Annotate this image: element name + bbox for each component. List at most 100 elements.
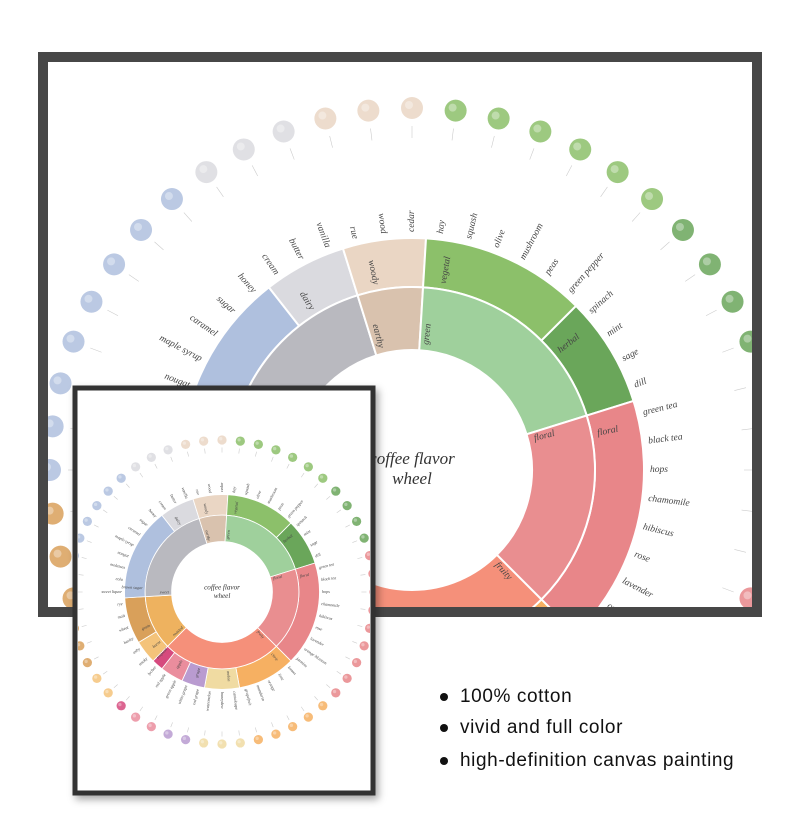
flavor-icon-shade xyxy=(361,103,370,112)
flavor-icon-shade xyxy=(764,507,772,515)
flavor-label: ashy xyxy=(132,646,141,655)
leader-line xyxy=(360,608,366,610)
flavor-icon-shade xyxy=(764,419,772,427)
group-label: apple xyxy=(175,659,184,670)
leader-line xyxy=(251,165,258,177)
flavor-label: black tea xyxy=(321,575,337,582)
flavor-icon xyxy=(318,473,328,483)
flavor-label: lime xyxy=(277,673,285,682)
flavor-label: mandarin xyxy=(256,684,266,701)
flavor-icon-shade xyxy=(361,642,365,647)
flavor-icon-shade xyxy=(237,739,241,744)
flavor-icon-shade xyxy=(703,669,711,677)
group-label: vegetal xyxy=(439,255,454,284)
flavor-icon-shade xyxy=(573,142,582,151)
leader-line xyxy=(452,800,453,812)
flavor-icon xyxy=(606,161,629,184)
leader-line xyxy=(128,274,139,282)
flavor-icon-shade xyxy=(533,801,541,809)
flavor-icon-shade xyxy=(107,257,116,266)
flavor-icon-shade xyxy=(277,801,285,809)
center xyxy=(171,541,273,643)
flavor-icon-shade xyxy=(53,549,62,558)
flavor-icon-shade xyxy=(48,506,54,515)
flavor-label: honeydew xyxy=(220,692,225,709)
flavor-icon xyxy=(48,459,61,481)
leader-line xyxy=(371,800,372,812)
flavor-icon xyxy=(303,462,313,472)
flavor-icon-shade xyxy=(702,257,711,266)
flavor-icon xyxy=(359,533,369,543)
leader-line xyxy=(336,509,342,514)
leader-line xyxy=(661,690,670,698)
leader-line xyxy=(139,472,144,478)
leader-line xyxy=(93,524,99,528)
leader-line xyxy=(113,684,118,689)
category-label: green xyxy=(421,323,433,346)
leader-line xyxy=(86,540,92,543)
group-label: brown sugar xyxy=(121,584,143,590)
flavor-label: white grape xyxy=(177,684,189,705)
leader-line xyxy=(314,483,319,488)
leader-line xyxy=(329,135,333,148)
leader-line xyxy=(139,706,144,712)
flavor-icon-shade xyxy=(199,165,208,174)
leader-line xyxy=(102,670,108,675)
flavor-label: cantaloupe xyxy=(232,691,239,710)
flavor-label: sugar xyxy=(139,517,150,527)
group-label: herbal xyxy=(282,532,294,543)
flavor-icon xyxy=(699,665,721,687)
flavor-icon xyxy=(180,735,191,745)
leader-line xyxy=(491,792,494,804)
flavor-icon-shade xyxy=(272,446,277,451)
flavor-icon-shade xyxy=(118,702,122,707)
leader-line xyxy=(491,135,495,148)
feature-text: high-definition canvas painting xyxy=(460,750,734,771)
flavor-icon xyxy=(78,533,85,543)
leader-line xyxy=(529,148,535,160)
group-label: woody xyxy=(203,503,210,515)
wheel-title: wheel xyxy=(214,592,231,600)
flavor-icon xyxy=(48,415,64,438)
flavor-icon xyxy=(78,552,79,559)
flavor-icon-shade xyxy=(105,689,109,694)
flavor-icon-shade xyxy=(366,625,370,629)
flavor-icon xyxy=(272,120,295,143)
flavor-label: lemon xyxy=(566,645,589,669)
bullet-dot xyxy=(440,693,448,701)
flavor-label: hay xyxy=(436,219,448,235)
leader-line xyxy=(741,509,752,512)
feature-text: 100% cotton xyxy=(460,686,572,707)
flavor-icon-shade xyxy=(272,731,277,735)
flavor-label: rye xyxy=(117,601,123,607)
leader-line xyxy=(632,719,640,728)
flavor-icon xyxy=(199,436,209,446)
flavor-icon-shade xyxy=(84,294,93,303)
bullet-dot xyxy=(440,724,448,732)
leader-line xyxy=(357,557,363,559)
leader-line xyxy=(741,428,752,431)
flavor-icon xyxy=(569,780,591,802)
category-label: green xyxy=(225,530,231,540)
flavor-icon-shade xyxy=(276,124,285,133)
flavor-icon xyxy=(232,138,255,161)
flavor-icon-shade xyxy=(743,334,752,343)
group-label: melon xyxy=(421,658,433,682)
group-label: melon xyxy=(226,671,232,682)
flavor-icon xyxy=(331,688,341,698)
flavor-icon xyxy=(698,253,721,276)
flavor-label: chamomile xyxy=(321,601,340,608)
flavor-icon-shade xyxy=(236,142,245,151)
flavor-icon xyxy=(365,623,370,634)
flavor-icon-shade xyxy=(573,784,581,792)
flavor-icon-shade xyxy=(305,463,309,468)
flavor-icon xyxy=(357,99,380,122)
flavor-icon-shade xyxy=(353,659,358,664)
flavor-icon xyxy=(368,606,370,614)
flavor-label: malt xyxy=(117,613,126,620)
feature-text: vivid and full color xyxy=(460,717,623,738)
flavor-label: wood xyxy=(376,213,388,235)
flavor-label: orange xyxy=(267,679,277,692)
flavor-icon xyxy=(92,673,102,683)
